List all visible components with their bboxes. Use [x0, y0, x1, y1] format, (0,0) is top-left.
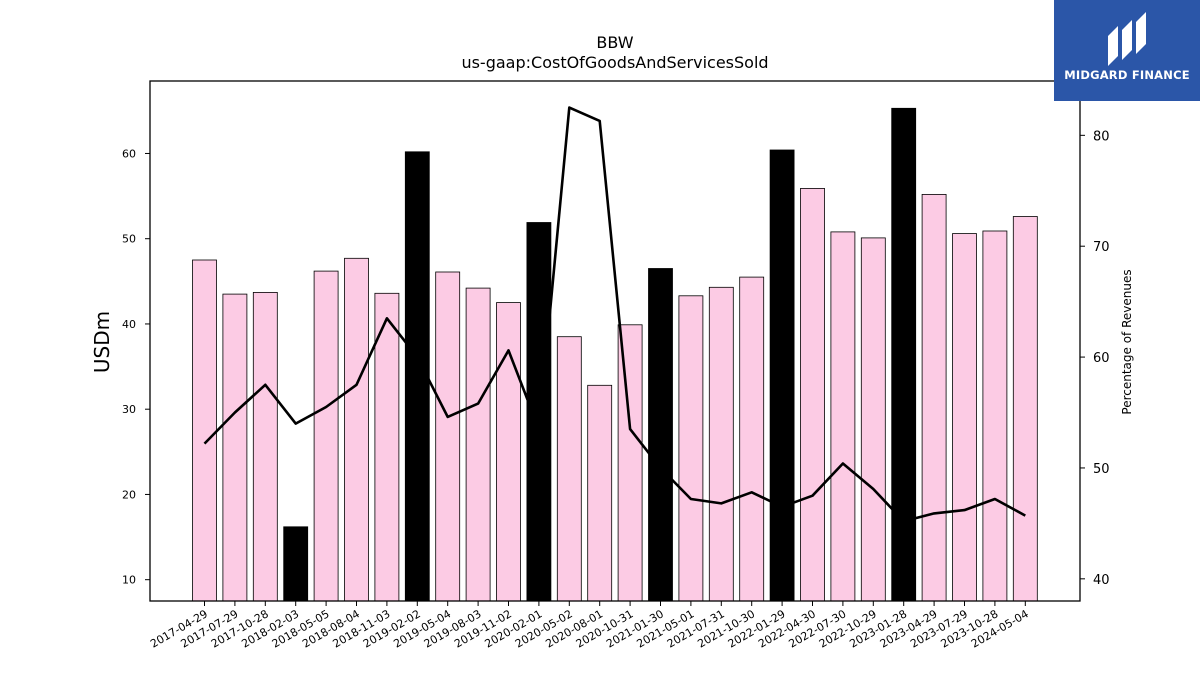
plot-frame — [149, 80, 1081, 602]
chart-title: BBW — [596, 33, 633, 52]
bar-2023-01-28 — [891, 107, 917, 602]
bar-2020-10-31 — [617, 324, 643, 602]
y-tick-label: 30 — [122, 403, 136, 416]
percentage-line — [203, 106, 1026, 523]
bar-2019-11-02 — [496, 302, 521, 602]
bar-2018-08-04 — [344, 257, 369, 602]
y2-axis-label: Percentage of Revenues — [1120, 269, 1134, 414]
bar-2018-11-03 — [374, 292, 400, 602]
bar-2023-04-29 — [921, 193, 947, 602]
y2-tick-label: 40 — [1093, 573, 1110, 588]
bar-2019-08-03 — [465, 287, 491, 602]
y-tick-label: 60 — [122, 147, 136, 160]
y2-tick-label: 70 — [1093, 240, 1110, 255]
bar-2020-08-01 — [587, 384, 613, 602]
chart-subtitle: us-gaap:CostOfGoodsAndServicesSold — [461, 53, 768, 72]
bar-2022-04-30 — [800, 187, 825, 602]
bar-2023-07-29 — [952, 233, 977, 602]
bar-2018-05-05 — [313, 270, 339, 602]
bar-2021-01-30 — [648, 268, 673, 602]
midgard-finance-logo: MIDGARD FINANCE — [1054, 0, 1200, 101]
bar-2020-02-01 — [526, 222, 552, 602]
y-tick-label: 50 — [122, 233, 136, 246]
bar-2017-07-29 — [222, 293, 248, 602]
bar-2022-10-29 — [860, 237, 886, 602]
bar-2023-10-28 — [982, 230, 1008, 602]
y-tick-label: 10 — [122, 574, 136, 587]
midgard-logo-icon — [1108, 12, 1146, 66]
bar-2024-05-04 — [1012, 216, 1038, 602]
bar-2019-05-04 — [435, 271, 461, 602]
bar-2017-04-29 — [192, 259, 217, 602]
y2-tick-label: 80 — [1093, 129, 1110, 144]
bar-2018-02-03 — [283, 526, 309, 602]
y-axis-label: USDm — [90, 311, 114, 373]
y2-tick-label: 60 — [1093, 351, 1110, 366]
bar-2021-05-01 — [678, 295, 704, 602]
logo-text: MIDGARD FINANCE — [1064, 68, 1190, 82]
bar-2017-10-28 — [252, 291, 278, 602]
y-tick-label: 20 — [122, 488, 136, 501]
bar-2020-05-02 — [556, 336, 582, 602]
y2-tick-label: 50 — [1093, 462, 1110, 477]
bar-2022-07-30 — [830, 231, 856, 602]
bar-2021-07-31 — [708, 286, 734, 602]
y-tick-label: 40 — [122, 318, 136, 331]
bar-2021-10-30 — [739, 276, 765, 602]
bar-2022-01-29 — [769, 149, 795, 602]
bar-2019-02-02 — [404, 151, 430, 602]
